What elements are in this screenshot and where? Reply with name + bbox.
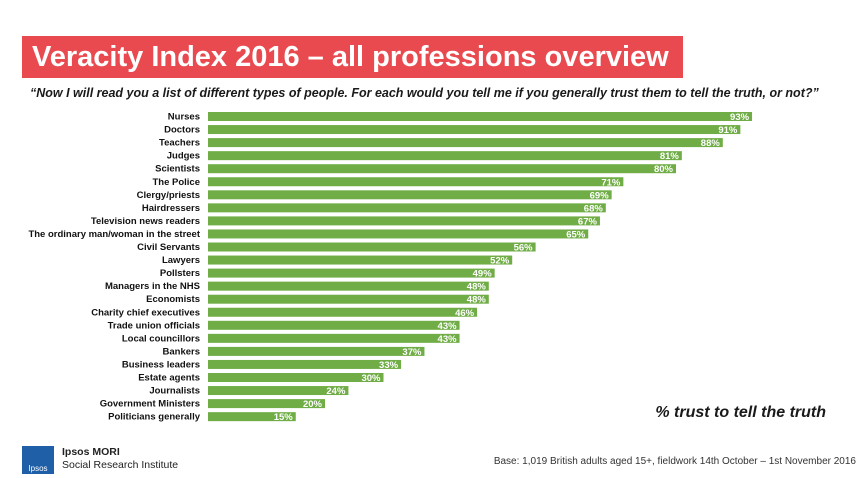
bar bbox=[208, 203, 606, 213]
bar bbox=[208, 242, 536, 252]
category-label: Scientists bbox=[155, 164, 200, 175]
value-label: 33% bbox=[379, 360, 399, 371]
category-label: Local councillors bbox=[122, 333, 200, 344]
category-label: Teachers bbox=[159, 138, 200, 149]
bar bbox=[208, 373, 384, 382]
value-label: 69% bbox=[590, 190, 610, 201]
category-label: The ordinary man/woman in the street bbox=[28, 229, 200, 240]
logo-tagline: Social Research Institute bbox=[62, 459, 179, 471]
value-label: 20% bbox=[303, 399, 323, 410]
ipsos-logo: Ipsos Ipsos MORI Social Research Institu… bbox=[22, 446, 178, 474]
category-label: Television news readers bbox=[91, 216, 200, 227]
bar bbox=[208, 125, 741, 135]
value-label: 93% bbox=[730, 112, 750, 123]
category-label: Journalists bbox=[149, 386, 200, 397]
bar bbox=[208, 229, 589, 239]
value-label: 48% bbox=[467, 295, 487, 306]
value-label: 81% bbox=[660, 151, 680, 162]
category-label: Lawyers bbox=[162, 255, 200, 266]
bar-chart: Nurses 93% Doctors 91% Teachers 88% Judges 81% S… bbox=[28, 112, 753, 423]
value-label: 37% bbox=[402, 347, 422, 358]
category-label: Charity chief executives bbox=[91, 307, 200, 318]
category-label: The Police bbox=[152, 177, 200, 188]
bar bbox=[208, 307, 478, 317]
value-label: 48% bbox=[467, 282, 487, 293]
value-label: 80% bbox=[654, 164, 674, 175]
bar bbox=[208, 138, 723, 148]
bar bbox=[208, 164, 676, 174]
category-label: Economists bbox=[146, 294, 200, 305]
value-label: 67% bbox=[578, 216, 598, 227]
bar bbox=[208, 412, 296, 422]
bar bbox=[208, 386, 349, 396]
value-label: 56% bbox=[514, 243, 534, 254]
bar bbox=[208, 294, 489, 304]
base-note: Base: 1,019 British adults aged 15+, fie… bbox=[493, 456, 856, 467]
category-label: Business leaders bbox=[122, 359, 200, 370]
value-label: 46% bbox=[455, 308, 475, 319]
category-label: Doctors bbox=[164, 125, 200, 136]
category-label: Pollsters bbox=[160, 268, 200, 279]
bar bbox=[208, 320, 460, 330]
value-label: 88% bbox=[701, 138, 721, 149]
axis-note: % trust to tell the truth bbox=[655, 404, 826, 421]
category-label: Clergy/priests bbox=[137, 190, 200, 201]
bar bbox=[208, 359, 402, 369]
bar bbox=[208, 281, 489, 291]
category-label: Estate agents bbox=[138, 373, 200, 384]
category-label: Managers in the NHS bbox=[105, 281, 200, 292]
category-label: Politicians generally bbox=[108, 412, 201, 423]
value-label: 71% bbox=[601, 177, 621, 188]
bar bbox=[208, 268, 495, 278]
category-label: Bankers bbox=[163, 346, 201, 357]
bar bbox=[208, 399, 325, 409]
ipsos-logo-icon: Ipsos bbox=[22, 446, 54, 474]
category-label: Trade union officials bbox=[108, 320, 200, 331]
bar bbox=[208, 190, 612, 200]
bar bbox=[208, 255, 513, 265]
value-label: 24% bbox=[326, 386, 346, 397]
bar bbox=[208, 177, 624, 187]
value-label: 52% bbox=[490, 256, 510, 267]
value-label: 43% bbox=[438, 321, 458, 332]
value-label: 91% bbox=[718, 125, 738, 136]
value-label: 15% bbox=[274, 412, 294, 423]
chart-subtitle: “Now I will read you a list of different… bbox=[30, 86, 819, 100]
bar bbox=[208, 346, 425, 356]
bar bbox=[208, 333, 460, 343]
value-label: 43% bbox=[438, 334, 458, 345]
chart-title: Veracity Index 2016 – all professions ov… bbox=[22, 36, 683, 78]
category-label: Hairdressers bbox=[142, 203, 200, 214]
category-label: Judges bbox=[167, 151, 200, 162]
value-label: 30% bbox=[361, 373, 381, 384]
logo-mark-text: Ipsos bbox=[28, 464, 48, 473]
value-label: 65% bbox=[566, 229, 586, 240]
bar bbox=[208, 216, 600, 226]
value-label: 49% bbox=[473, 269, 493, 280]
bar bbox=[208, 112, 753, 121]
logo-text: Ipsos MORI Social Research Institute bbox=[62, 446, 178, 472]
value-label: 68% bbox=[584, 203, 604, 214]
bar bbox=[208, 151, 682, 161]
category-label: Nurses bbox=[168, 112, 200, 123]
category-label: Civil Servants bbox=[137, 242, 200, 253]
category-label: Government Ministers bbox=[100, 399, 200, 410]
logo-name: Ipsos MORI bbox=[62, 446, 120, 458]
